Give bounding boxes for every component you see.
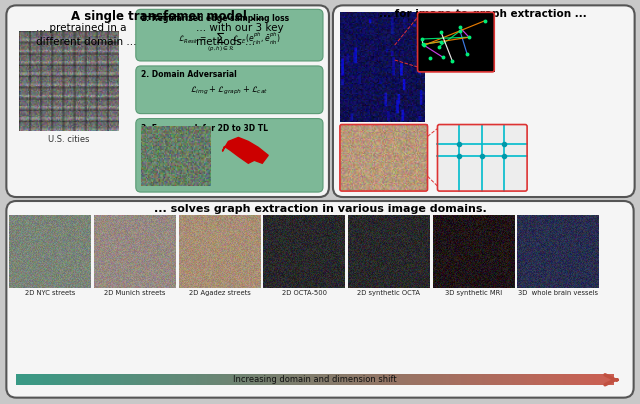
FancyBboxPatch shape [136, 66, 323, 114]
Text: 2D Agadez streets: 2D Agadez streets [189, 290, 250, 297]
Text: 3. Framework for 2D to 3D TL: 3. Framework for 2D to 3D TL [141, 124, 268, 133]
Text: 2D NYC streets: 2D NYC streets [25, 290, 76, 297]
Text: 1. Regularized edge sampling loss: 1. Regularized edge sampling loss [141, 14, 289, 23]
FancyBboxPatch shape [6, 201, 634, 398]
FancyBboxPatch shape [6, 5, 329, 197]
Text: ... with our 3 key
methods ...: ... with our 3 key methods ... [196, 23, 283, 47]
Text: 3D  whole brain vessels: 3D whole brain vessels [518, 290, 598, 297]
Text: U.S. cities: U.S. cities [49, 135, 90, 145]
FancyBboxPatch shape [333, 5, 635, 197]
Text: ... solves graph extraction in various image domains.: ... solves graph extraction in various i… [154, 204, 486, 214]
Text: Increasing domain and dimension shift: Increasing domain and dimension shift [233, 375, 397, 384]
Text: ... for image-to-graph extraction ...: ... for image-to-graph extraction ... [380, 9, 587, 19]
Text: $\mathcal{L}_{Resln} = \sum_{(p,h)\in\mathcal{R}} \mathcal{L}_{CE}(e^{ph}_{rln},: $\mathcal{L}_{Resln} = \sum_{(p,h)\in\ma… [178, 30, 281, 54]
Text: 2D OCTA-500: 2D OCTA-500 [282, 290, 326, 297]
Text: 2D Munich streets: 2D Munich streets [104, 290, 166, 297]
Text: $\mathcal{L}_{img} + \mathcal{L}_{graph} + \mathcal{L}_{cat}$: $\mathcal{L}_{img} + \mathcal{L}_{graph}… [190, 85, 269, 97]
FancyBboxPatch shape [136, 9, 323, 61]
Text: 2. Domain Adversarial: 2. Domain Adversarial [141, 70, 237, 79]
Text: A single transfomer model ...: A single transfomer model ... [71, 11, 264, 23]
Text: ... pretrained in a
different domain ...: ... pretrained in a different domain ... [36, 23, 137, 47]
Text: 3D synthetic MRI: 3D synthetic MRI [445, 290, 502, 297]
Text: 2D synthetic OCTA: 2D synthetic OCTA [357, 290, 420, 297]
Polygon shape [223, 137, 268, 163]
FancyBboxPatch shape [136, 119, 323, 192]
